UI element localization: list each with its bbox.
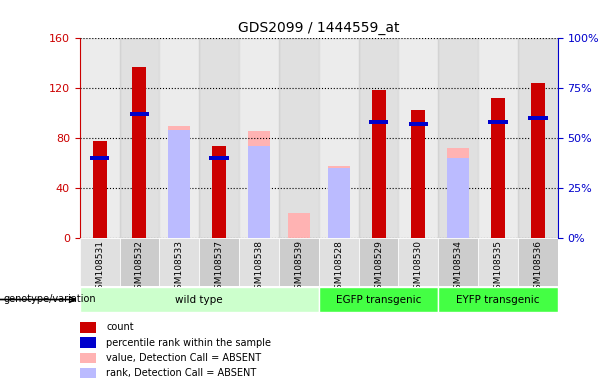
- Text: GSM108537: GSM108537: [215, 240, 224, 295]
- Text: GSM108539: GSM108539: [294, 240, 303, 295]
- Bar: [369, 120, 388, 124]
- Bar: [80, 287, 319, 312]
- Bar: [411, 109, 425, 238]
- Bar: [248, 146, 270, 238]
- Bar: [159, 38, 199, 238]
- Bar: [80, 353, 96, 363]
- Text: GSM108532: GSM108532: [135, 240, 144, 295]
- Bar: [169, 130, 190, 238]
- Text: percentile rank within the sample: percentile rank within the sample: [107, 338, 272, 348]
- Bar: [212, 146, 226, 238]
- Bar: [359, 38, 398, 238]
- Bar: [398, 238, 438, 286]
- Bar: [528, 116, 547, 121]
- Text: GSM108538: GSM108538: [254, 240, 264, 295]
- Text: wild type: wild type: [175, 295, 223, 305]
- Bar: [159, 238, 199, 286]
- Bar: [518, 238, 558, 286]
- Bar: [531, 83, 545, 238]
- Text: count: count: [107, 322, 134, 332]
- Bar: [478, 238, 518, 286]
- Bar: [319, 287, 438, 312]
- Text: GSM108535: GSM108535: [493, 240, 503, 295]
- Bar: [447, 148, 469, 238]
- Bar: [120, 38, 159, 238]
- Bar: [478, 38, 518, 238]
- Bar: [169, 126, 190, 238]
- Bar: [359, 238, 398, 286]
- Bar: [319, 238, 359, 286]
- Bar: [80, 238, 120, 286]
- Bar: [489, 120, 508, 124]
- Bar: [80, 322, 96, 333]
- Bar: [518, 38, 558, 238]
- Bar: [328, 166, 349, 238]
- Text: GSM108536: GSM108536: [533, 240, 543, 295]
- Text: EYFP transgenic: EYFP transgenic: [456, 295, 540, 305]
- Bar: [371, 89, 386, 238]
- Bar: [409, 122, 428, 126]
- Bar: [239, 38, 279, 238]
- Bar: [491, 98, 505, 238]
- Bar: [279, 38, 319, 238]
- Bar: [90, 156, 109, 161]
- Bar: [288, 213, 310, 238]
- Text: rank, Detection Call = ABSENT: rank, Detection Call = ABSENT: [107, 368, 257, 378]
- Bar: [438, 38, 478, 238]
- Text: GSM108534: GSM108534: [454, 240, 463, 295]
- Bar: [132, 67, 147, 238]
- Bar: [248, 131, 270, 238]
- Bar: [210, 156, 229, 161]
- Bar: [239, 238, 279, 286]
- Text: genotype/variation: genotype/variation: [3, 294, 96, 304]
- Text: GSM108528: GSM108528: [334, 240, 343, 295]
- Text: GSM108529: GSM108529: [374, 240, 383, 295]
- Text: GSM108530: GSM108530: [414, 240, 423, 295]
- Bar: [279, 238, 319, 286]
- Bar: [199, 238, 239, 286]
- Title: GDS2099 / 1444559_at: GDS2099 / 1444559_at: [238, 21, 400, 35]
- Bar: [80, 368, 96, 378]
- Bar: [80, 38, 120, 238]
- Bar: [447, 158, 469, 238]
- Text: GSM108531: GSM108531: [95, 240, 104, 295]
- Bar: [328, 168, 349, 238]
- Text: value, Detection Call = ABSENT: value, Detection Call = ABSENT: [107, 353, 262, 363]
- Bar: [319, 38, 359, 238]
- Bar: [438, 287, 558, 312]
- Text: EGFP transgenic: EGFP transgenic: [336, 295, 421, 305]
- Text: GSM108533: GSM108533: [175, 240, 184, 295]
- Bar: [120, 238, 159, 286]
- Bar: [199, 38, 239, 238]
- Bar: [130, 112, 149, 116]
- Bar: [80, 337, 96, 348]
- Bar: [438, 238, 478, 286]
- Bar: [398, 38, 438, 238]
- Bar: [93, 141, 107, 238]
